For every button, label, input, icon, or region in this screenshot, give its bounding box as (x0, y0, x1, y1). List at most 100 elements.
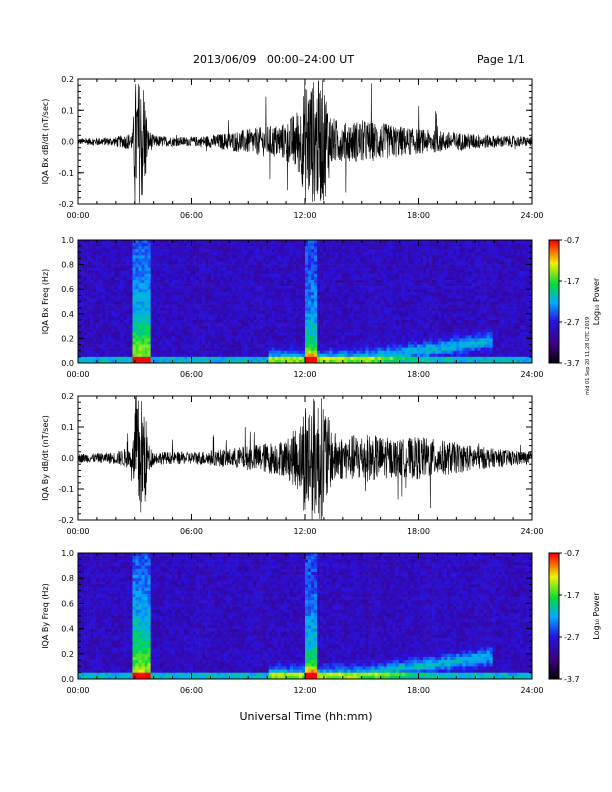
colorbar-cell (549, 595, 559, 598)
colorbar-cell (549, 664, 559, 667)
y-tick-label: -0.1 (58, 169, 74, 178)
colorbar-cell (549, 242, 559, 245)
colorbar-cell (549, 559, 559, 562)
y-tick-label: 0.0 (61, 675, 74, 684)
colorbar-cell (549, 565, 559, 569)
x-tick-label: 18:00 (407, 211, 430, 220)
colorbar-label: Log₁₀ Power (592, 277, 601, 325)
y-axis-label: IQA Bx Freq (Hz) (41, 269, 50, 335)
colorbar-cell (549, 651, 559, 655)
x-axis-label: Universal Time (hh:mm) (239, 710, 373, 723)
colorbar-cell (549, 584, 559, 587)
colorbar-cell (549, 603, 559, 606)
y-tick-label: 0.0 (61, 454, 74, 463)
y-tick-label: 0.4 (61, 625, 74, 634)
colorbar-cell (549, 291, 559, 294)
spectrogram-1 (78, 240, 533, 364)
colorbar-cell (549, 278, 559, 282)
colorbar-cell (549, 283, 559, 286)
colorbar-label: Log₁₀ Power (592, 592, 601, 640)
colorbar-cell (549, 332, 559, 335)
colorbar-cell (549, 567, 559, 571)
colorbar-cell (549, 662, 559, 665)
colorbar-cell (549, 354, 559, 358)
colorbar-cell (549, 336, 559, 339)
colorbar-cell (549, 553, 559, 556)
colorbar-cell (549, 297, 559, 300)
colorbar-cell (549, 576, 559, 579)
colorbar-cell (549, 555, 559, 558)
colorbar-cell (549, 580, 559, 583)
y-tick-label: 0.8 (61, 574, 74, 583)
colorbar-cell (549, 599, 559, 602)
colorbar-cell (549, 254, 559, 257)
colorbar-cell (549, 578, 559, 581)
colorbar-cell (549, 641, 559, 644)
colorbar-cell (549, 264, 559, 268)
colorbar-cell (549, 293, 559, 296)
colorbar-cell (549, 309, 559, 313)
y-tick-label: -0.1 (58, 485, 74, 494)
colorbar-cell (549, 360, 559, 364)
colorbar-cell (549, 647, 559, 650)
colorbar-cell (549, 256, 559, 259)
colorbar-tick-label: -1.7 (564, 591, 580, 600)
x-tick-label: 12:00 (293, 527, 316, 536)
x-tick-label: 06:00 (180, 686, 203, 695)
y-tick-label: 0.6 (61, 599, 74, 608)
colorbar-cell (549, 350, 559, 354)
y-tick-label: -0.2 (58, 516, 74, 525)
x-tick-label: 06:00 (180, 370, 203, 379)
x-tick-label: 06:00 (180, 527, 203, 536)
colorbar-cell (549, 340, 559, 343)
waveform-series-0 (77, 80, 533, 205)
colorbar-cell (549, 281, 559, 284)
colorbar-cell (549, 303, 559, 306)
colorbar-cell (549, 653, 559, 657)
colorbar-cell (549, 240, 559, 243)
colorbar-cell (549, 322, 559, 325)
colorbar-cell (549, 246, 559, 249)
colorbar-cell (549, 326, 559, 329)
x-tick-label: 12:00 (293, 686, 316, 695)
colorbar-cell (549, 574, 559, 577)
colorbar-cell (549, 352, 559, 356)
x-tick-label: 18:00 (407, 527, 430, 536)
y-tick-label: 0.6 (61, 285, 74, 294)
colorbar-frame (548, 552, 560, 680)
colorbar-cell (549, 676, 559, 680)
y-tick-label: 1.0 (61, 236, 74, 245)
y-tick-label: 0.1 (61, 106, 74, 115)
colorbar-tick-label: -2.7 (564, 318, 580, 327)
colorbar-cell (549, 660, 559, 663)
page-title: 2013/06/09 00:00–24:00 UT (193, 53, 355, 66)
colorbar-cell (549, 586, 559, 590)
colorbar-cell (549, 611, 559, 615)
colorbar-cell (549, 342, 559, 345)
page-number: Page 1/1 (477, 53, 525, 66)
colorbar-cell (549, 344, 559, 347)
colorbar-cell (549, 632, 559, 636)
colorbar-cell (549, 639, 559, 642)
colorbar-cell (549, 668, 559, 671)
colorbar-cell (549, 250, 559, 253)
y-tick-label: 0.2 (61, 75, 74, 84)
y-axis-label: IQA Bx dB/dt (nT/sec) (41, 99, 50, 185)
colorbar-cell (549, 307, 559, 311)
colorbar-tick-label: -3.7 (564, 359, 580, 368)
x-tick-label: 00:00 (66, 686, 89, 695)
colorbar-cell (549, 346, 559, 350)
colorbar-cell (549, 658, 559, 661)
x-tick-label: 18:00 (407, 686, 430, 695)
colorbar-cell (549, 299, 559, 302)
colorbar-tick-label: -0.7 (564, 549, 580, 558)
colorbar-cell (549, 607, 559, 611)
colorbar-cell (549, 330, 559, 333)
colorbar-cell (549, 301, 559, 304)
y-tick-label: 0.8 (61, 261, 74, 270)
colorbar-cell (549, 356, 559, 360)
x-tick-label: 00:00 (66, 527, 89, 536)
colorbar-cell (549, 588, 559, 592)
colorbar-cell (549, 634, 559, 638)
colorbar-cell (549, 645, 559, 648)
